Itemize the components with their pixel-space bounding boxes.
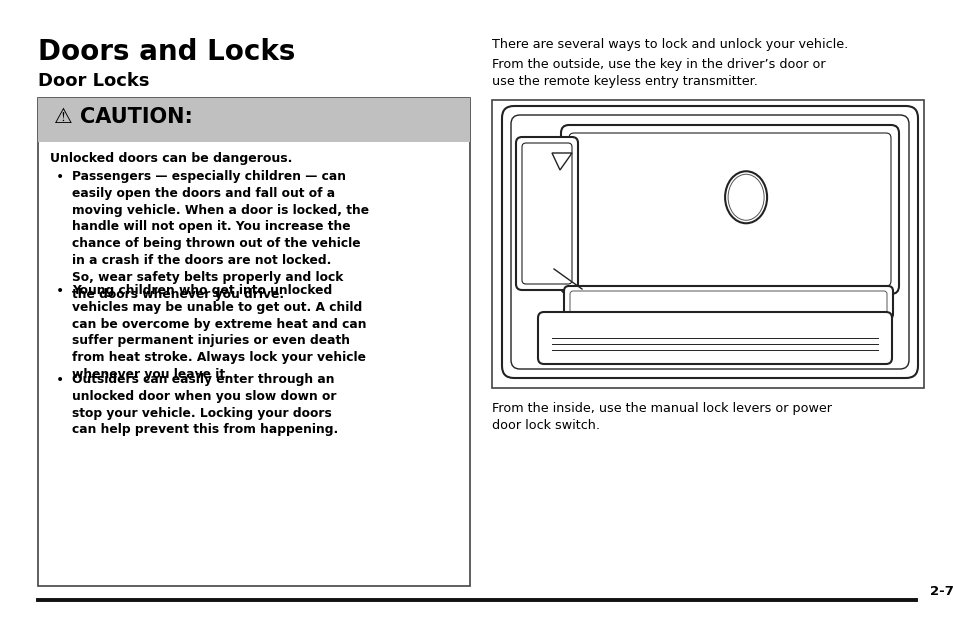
FancyBboxPatch shape — [521, 143, 572, 284]
FancyBboxPatch shape — [568, 133, 890, 286]
Ellipse shape — [727, 174, 763, 220]
Bar — [38, 98, 470, 142]
Text: Passengers — especially children — can
easily open the doors and fall out of a
m: Passengers — especially children — can e… — [71, 170, 369, 301]
Text: Young children who get into unlocked
vehicles may be unable to get out. A child
: Young children who get into unlocked veh… — [71, 284, 366, 381]
Text: There are several ways to lock and unlock your vehicle.: There are several ways to lock and unloc… — [492, 38, 847, 51]
FancyBboxPatch shape — [537, 312, 891, 364]
Text: From the inside, use the manual lock levers or power
door lock switch.: From the inside, use the manual lock lev… — [492, 402, 831, 432]
Text: Outsiders can easily enter through an
unlocked door when you slow down or
stop y: Outsiders can easily enter through an un… — [71, 373, 338, 436]
Text: •: • — [56, 284, 64, 298]
Text: ⚠ CAUTION:: ⚠ CAUTION: — [54, 107, 193, 127]
FancyBboxPatch shape — [511, 115, 908, 369]
FancyBboxPatch shape — [560, 125, 898, 294]
FancyBboxPatch shape — [563, 286, 892, 319]
Bar — [38, 98, 470, 586]
Text: From the outside, use the key in the driver’s door or
use the remote keyless ent: From the outside, use the key in the dri… — [492, 58, 824, 88]
Bar — [492, 100, 923, 388]
Text: Unlocked doors can be dangerous.: Unlocked doors can be dangerous. — [50, 152, 292, 165]
Text: Doors and Locks: Doors and Locks — [38, 38, 295, 66]
Text: Door Locks: Door Locks — [38, 72, 150, 90]
Ellipse shape — [724, 171, 766, 223]
Bar — [38, 98, 470, 142]
FancyBboxPatch shape — [501, 106, 917, 378]
FancyBboxPatch shape — [516, 137, 578, 290]
Text: 2-7: 2-7 — [929, 585, 953, 598]
Polygon shape — [552, 153, 572, 170]
Text: •: • — [56, 170, 64, 184]
Text: •: • — [56, 373, 64, 387]
FancyBboxPatch shape — [569, 291, 886, 314]
